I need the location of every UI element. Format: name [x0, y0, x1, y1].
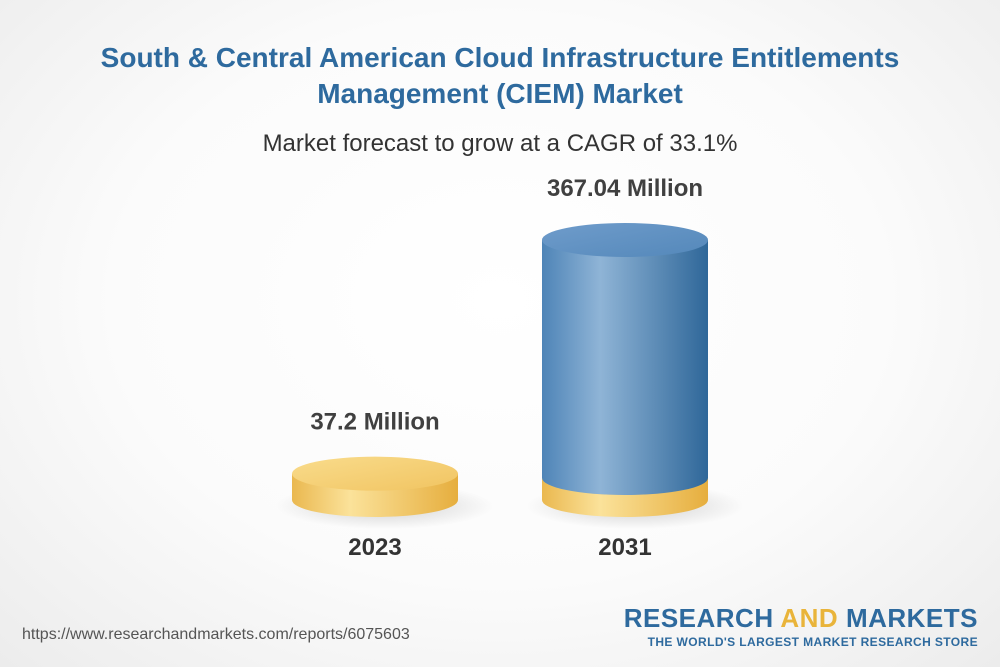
- brand-tagline: THE WORLD'S LARGEST MARKET RESEARCH STOR…: [647, 635, 978, 649]
- value-label-1: 367.04 Million: [547, 175, 703, 202]
- bar-1-top: [542, 223, 708, 257]
- value-label-0: 37.2 Million: [310, 409, 439, 436]
- category-label-0: 2023: [348, 534, 401, 561]
- bar-1-side: [542, 240, 708, 495]
- bar-0-top: [292, 456, 458, 491]
- brand-name: RESEARCH AND MARKETS: [623, 603, 978, 633]
- category-label-1: 2031: [598, 534, 651, 561]
- chart-subtitle: Market forecast to grow at a CAGR of 33.…: [262, 130, 738, 157]
- brand-logo: RESEARCH AND MARKETS THE WORLD'S LARGEST…: [624, 603, 978, 649]
- chart-title: South & Central American Cloud Infrastru…: [100, 42, 900, 109]
- source-url[interactable]: https://www.researchandmarkets.com/repor…: [22, 626, 410, 643]
